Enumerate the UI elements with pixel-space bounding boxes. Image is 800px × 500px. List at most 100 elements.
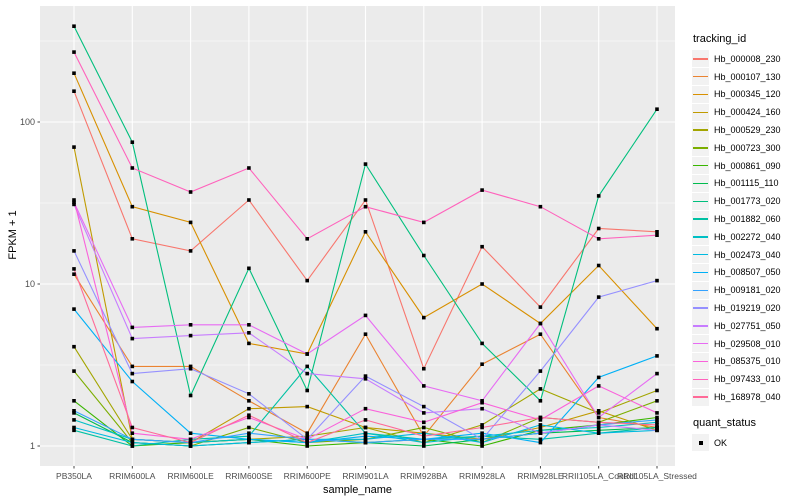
data-point xyxy=(72,411,76,415)
data-point xyxy=(305,371,309,376)
data-point xyxy=(363,198,368,202)
data-point xyxy=(422,420,426,425)
data-point xyxy=(188,323,193,327)
data-point xyxy=(305,278,309,283)
legend-entry: Hb_027751_050 xyxy=(692,317,800,335)
data-point xyxy=(72,307,76,311)
legend-entry: Hb_002473_040 xyxy=(692,246,800,264)
legend-entry-label: Hb_000008_230 xyxy=(714,53,781,64)
legend-key-line xyxy=(693,147,708,149)
legend-key-swatch xyxy=(692,317,709,335)
legend-entry: Hb_009181_020 xyxy=(692,281,800,299)
data-point xyxy=(422,425,426,430)
data-point xyxy=(480,437,484,442)
legend-key-swatch xyxy=(692,121,709,139)
data-point xyxy=(363,425,368,430)
data-point xyxy=(596,375,601,380)
legend-key-swatch xyxy=(692,370,709,388)
data-point xyxy=(655,428,659,433)
data-point xyxy=(538,399,543,403)
legend-entry: Hb_000529_230 xyxy=(692,121,800,139)
data-point xyxy=(480,425,484,430)
data-point xyxy=(305,388,309,393)
data-point xyxy=(247,166,251,170)
legend-key-swatch xyxy=(692,139,709,157)
data-point xyxy=(247,331,251,335)
data-point xyxy=(247,406,251,411)
data-point xyxy=(247,434,251,438)
data-point xyxy=(72,50,76,54)
legend-key-line xyxy=(693,164,708,167)
data-point xyxy=(363,377,368,381)
data-point xyxy=(655,423,659,427)
data-point xyxy=(72,24,76,28)
data-point xyxy=(655,425,659,430)
quant-status-entries: OK xyxy=(692,434,800,452)
legend-entry: Hb_000107_130 xyxy=(692,68,800,86)
data-point xyxy=(480,244,484,249)
x-tick-label: RRIM600PE xyxy=(284,471,332,481)
data-point xyxy=(596,431,601,435)
data-point xyxy=(655,388,659,393)
x-tick-label: RRIM928LE xyxy=(517,471,564,481)
data-point xyxy=(480,400,484,405)
data-point xyxy=(596,295,601,299)
data-point xyxy=(188,249,193,253)
y-tick-label: 100 xyxy=(20,117,35,127)
legend-entry: Hb_029508_010 xyxy=(692,335,800,353)
data-point xyxy=(247,425,251,430)
data-point xyxy=(538,418,543,422)
legend: tracking_id Hb_000008_230 Hb_000107_130 Hb… xyxy=(692,33,800,452)
data-point xyxy=(247,431,251,435)
data-point xyxy=(247,415,251,420)
data-point xyxy=(72,145,76,149)
legend-entry-label: Hb_000529_230 xyxy=(714,125,781,136)
legend-key-swatch xyxy=(692,263,709,281)
panel-background xyxy=(40,6,675,466)
data-point xyxy=(422,444,426,448)
legend-key-swatch xyxy=(692,335,709,353)
data-point xyxy=(596,384,601,388)
legend-key-swatch xyxy=(692,352,709,370)
legend-entry: Hb_000723_300 xyxy=(692,139,800,157)
data-point xyxy=(130,371,135,376)
legend-title-tracking-id: tracking_id xyxy=(693,33,747,45)
data-point xyxy=(422,437,426,442)
data-point xyxy=(130,425,135,430)
legend-key-line xyxy=(693,236,708,238)
data-point xyxy=(363,230,368,234)
legend-entry: Hb_019219_020 xyxy=(692,299,800,317)
legend-entry: Hb_097433_010 xyxy=(692,370,800,388)
legend-key-swatch xyxy=(692,246,709,264)
data-point xyxy=(655,415,659,420)
data-point xyxy=(188,190,193,194)
legend-key-line xyxy=(693,378,708,380)
data-point xyxy=(538,332,543,336)
legend-entry: Hb_008507_050 xyxy=(692,263,800,282)
data-point xyxy=(188,444,193,448)
data-point xyxy=(655,399,659,403)
y-tick-label: 1 xyxy=(30,441,35,451)
data-point xyxy=(247,413,251,417)
data-point xyxy=(305,434,309,438)
data-point xyxy=(130,437,135,442)
data-point xyxy=(130,325,135,330)
data-point xyxy=(247,440,251,445)
data-point xyxy=(596,194,601,198)
legend-title-quant-status: quant_status xyxy=(693,416,756,429)
legend-entry: Hb_001882_060 xyxy=(692,210,800,228)
data-point xyxy=(480,431,484,435)
data-point xyxy=(480,188,484,192)
x-tick-label: RRIM901LA xyxy=(342,471,389,481)
legend-entry-label: Hb_008507_050 xyxy=(714,267,781,278)
quant-status-point-icon xyxy=(698,440,703,445)
data-point xyxy=(305,444,309,448)
data-point xyxy=(188,364,193,369)
data-point xyxy=(422,404,426,409)
data-point xyxy=(655,371,659,376)
legend-key-swatch xyxy=(692,281,709,299)
data-point xyxy=(596,415,601,420)
data-point xyxy=(130,204,135,209)
legend-key-swatch xyxy=(692,157,709,175)
data-point xyxy=(655,411,659,415)
